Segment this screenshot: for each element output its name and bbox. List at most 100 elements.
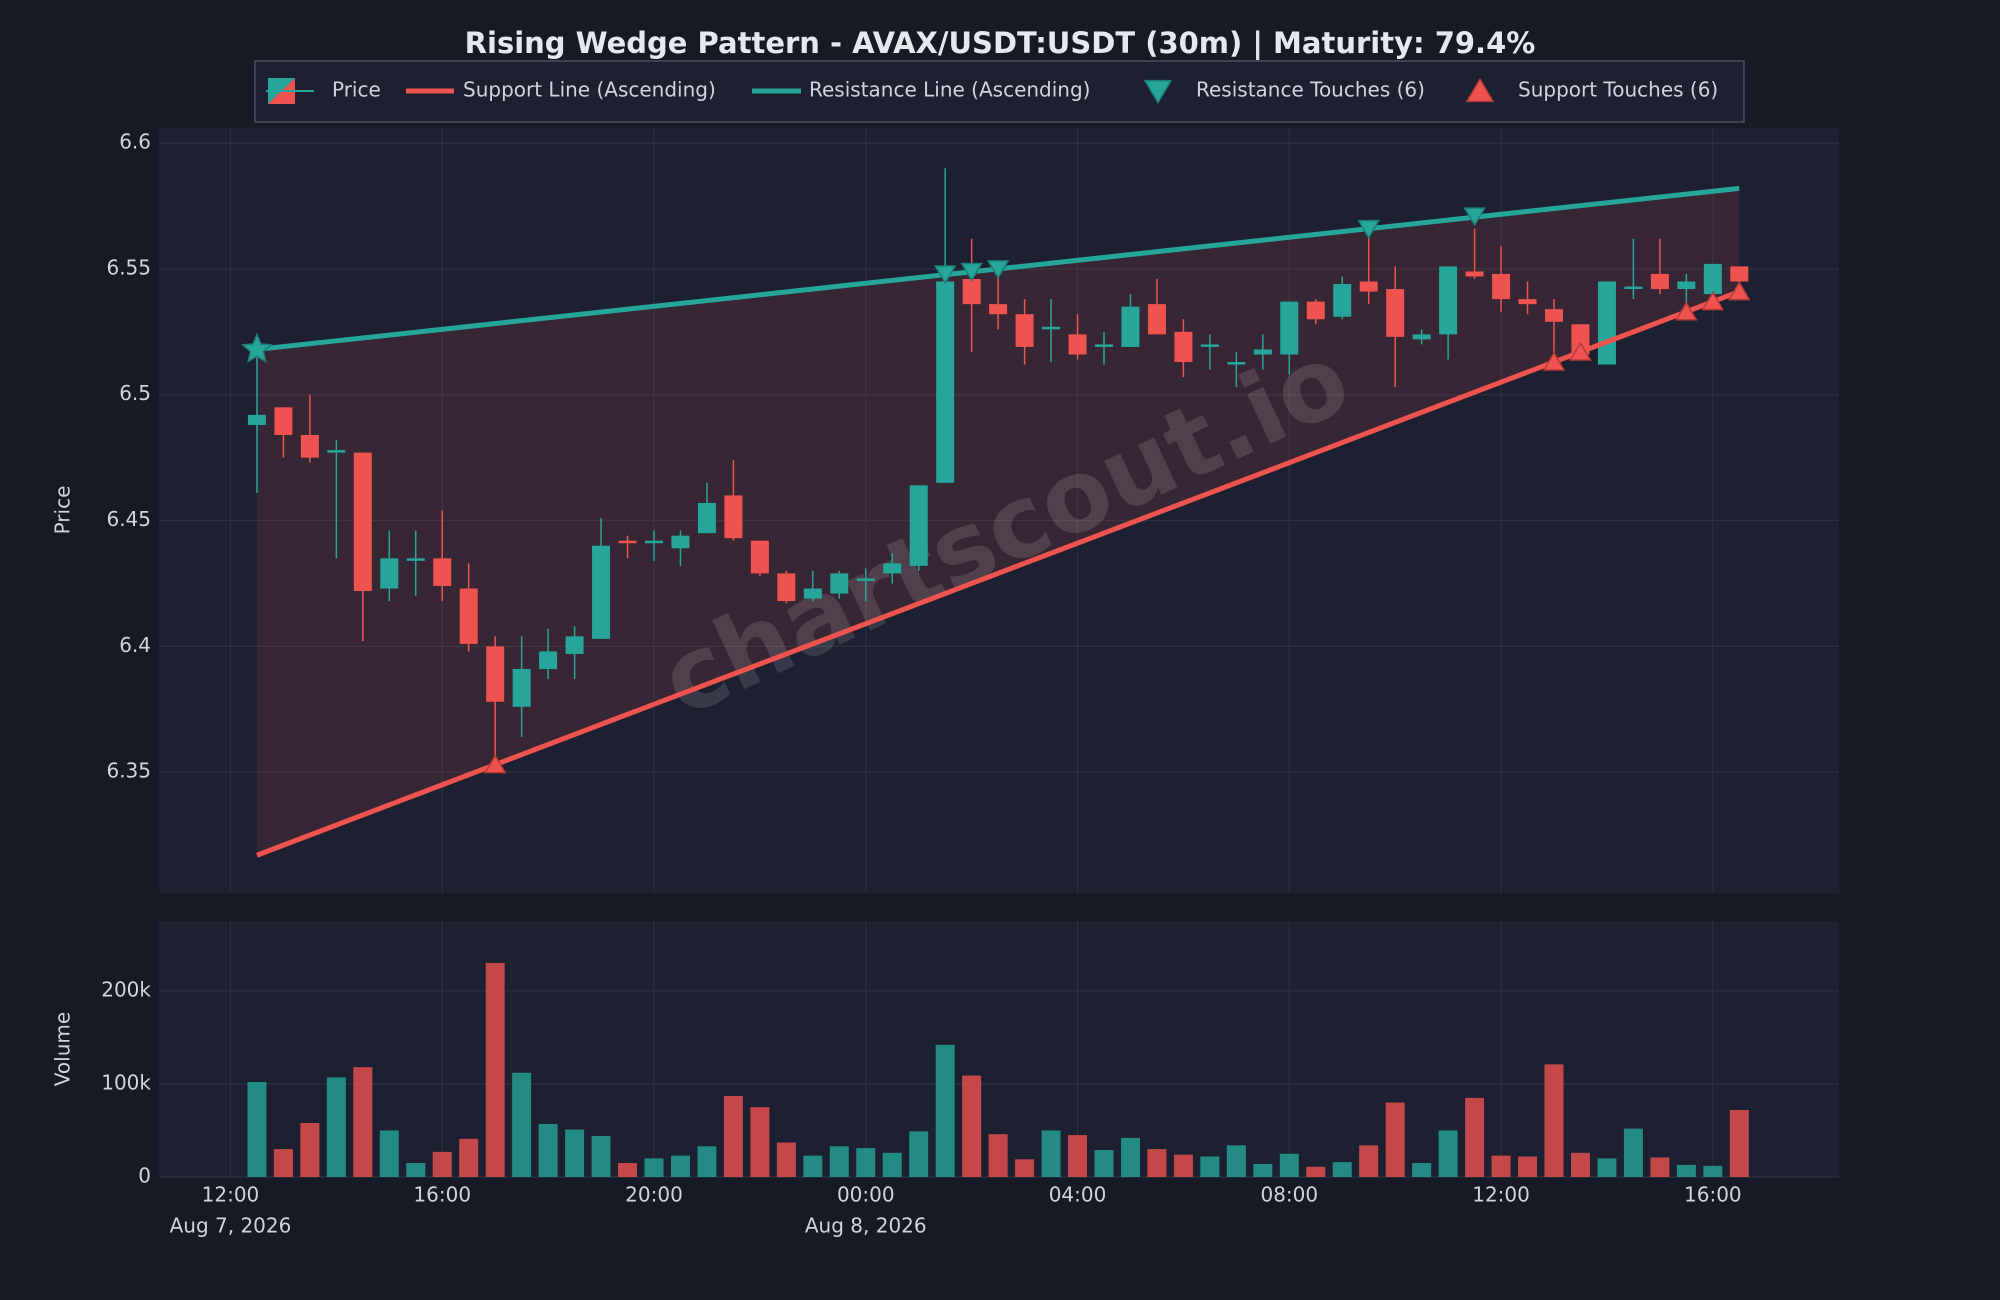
volume-bar bbox=[406, 1163, 426, 1177]
candle-body bbox=[1465, 271, 1484, 277]
volume-bar bbox=[1465, 1097, 1485, 1177]
y-tick-label: 6.6 bbox=[119, 130, 151, 154]
candle-body bbox=[1545, 309, 1563, 322]
candle-body bbox=[1015, 314, 1034, 347]
wedge-area bbox=[256, 188, 1740, 856]
candle-body bbox=[1095, 344, 1113, 347]
legend-label: Resistance Touches (6) bbox=[1196, 78, 1425, 102]
candle-body bbox=[565, 636, 584, 654]
candle-body bbox=[327, 450, 346, 453]
candle-body bbox=[1624, 286, 1643, 290]
volume-bar bbox=[988, 1134, 1008, 1177]
candle-body bbox=[274, 407, 293, 436]
volume-bar bbox=[1094, 1150, 1114, 1177]
candle-body bbox=[1677, 281, 1696, 290]
volume-bar bbox=[962, 1075, 982, 1177]
volume-bar bbox=[1279, 1153, 1299, 1177]
x-tick-label: 12:00 bbox=[202, 1183, 260, 1207]
candle-body bbox=[1174, 331, 1193, 363]
candle-body bbox=[1068, 334, 1087, 355]
volume-bar bbox=[1491, 1155, 1511, 1177]
volume-bar bbox=[1332, 1162, 1352, 1177]
candle-body bbox=[1147, 304, 1166, 335]
candle-body bbox=[1280, 301, 1299, 355]
y-tick-label: 6.5 bbox=[119, 381, 151, 405]
candle-body bbox=[1306, 301, 1325, 320]
legend-icon bbox=[1143, 79, 1173, 105]
candle-body bbox=[830, 573, 849, 594]
candle-body bbox=[486, 646, 505, 702]
volume-bar bbox=[803, 1155, 823, 1177]
chart-title: Rising Wedge Pattern - AVAX/USDT:USDT (3… bbox=[465, 26, 1536, 60]
volume-bar bbox=[538, 1123, 558, 1177]
volume-bar bbox=[591, 1136, 611, 1177]
volume-bar bbox=[935, 1044, 955, 1177]
x-date-label: Aug 8, 2026 bbox=[805, 1214, 927, 1238]
resistance-touch bbox=[1463, 207, 1486, 227]
volume-bar bbox=[670, 1155, 690, 1177]
candle-body bbox=[1121, 306, 1140, 347]
legend-label: Support Line (Ascending) bbox=[463, 78, 716, 102]
support-touch bbox=[1675, 301, 1698, 321]
volume-bar bbox=[326, 1077, 346, 1177]
candle-body bbox=[1492, 273, 1511, 300]
candle-body bbox=[883, 563, 902, 574]
volume-bar bbox=[565, 1129, 585, 1177]
legend-label: Support Touches (6) bbox=[1518, 78, 1718, 102]
volume-bar bbox=[909, 1131, 929, 1177]
x-date-label: Aug 7, 2026 bbox=[170, 1214, 292, 1238]
y-tick-label: 200k bbox=[101, 977, 151, 1001]
volume-bar bbox=[432, 1151, 452, 1177]
volume-bar bbox=[1253, 1163, 1273, 1177]
candle-body bbox=[936, 281, 955, 483]
x-tick-label: 12:00 bbox=[1472, 1183, 1530, 1207]
y-tick-label: 100k bbox=[101, 1070, 151, 1094]
volume-bar bbox=[697, 1146, 717, 1177]
candle-body bbox=[512, 669, 531, 707]
candle-body bbox=[1200, 344, 1219, 347]
y-tick-label: 6.45 bbox=[106, 507, 151, 531]
candle-body bbox=[1386, 289, 1405, 337]
volume-bar bbox=[379, 1130, 399, 1177]
volume-bar bbox=[1359, 1145, 1379, 1177]
volume-axis-label: Volume bbox=[51, 1012, 75, 1086]
volume-bar bbox=[353, 1067, 373, 1177]
volume-bar bbox=[512, 1072, 532, 1177]
volume-bar bbox=[1650, 1157, 1670, 1177]
legend-icon bbox=[1465, 77, 1495, 103]
volume-bar bbox=[1623, 1128, 1643, 1177]
x-tick-label: 20:00 bbox=[625, 1183, 683, 1207]
legend-label: Resistance Line (Ascending) bbox=[809, 78, 1090, 102]
candle-body bbox=[1333, 284, 1352, 317]
support-touch bbox=[1701, 291, 1725, 311]
resistance-touch bbox=[986, 260, 1010, 280]
legend: Price Support Line (Ascending) Resistance … bbox=[266, 78, 1718, 105]
volume-bar bbox=[1200, 1156, 1220, 1177]
candle-body bbox=[1730, 266, 1749, 282]
start-marker bbox=[240, 332, 274, 364]
volume-bar bbox=[644, 1158, 664, 1177]
volume-bar bbox=[1226, 1145, 1246, 1177]
volume-bar bbox=[485, 962, 505, 1177]
volume-bar bbox=[1385, 1102, 1405, 1177]
y-tick-label: 6.35 bbox=[106, 759, 151, 783]
candle-body bbox=[353, 452, 372, 592]
support-touch bbox=[483, 754, 507, 774]
y-axis-label: Price bbox=[51, 486, 75, 535]
candle-body bbox=[962, 278, 981, 305]
legend-box bbox=[254, 60, 1745, 123]
y-tick-label: 6.55 bbox=[106, 255, 151, 279]
volume-bar bbox=[1120, 1137, 1140, 1177]
volume-bar bbox=[1518, 1156, 1538, 1177]
candle-body bbox=[1227, 362, 1246, 365]
support-touch bbox=[1569, 341, 1592, 361]
candle-body bbox=[1253, 349, 1272, 355]
candle-body bbox=[300, 435, 319, 458]
volume-bar bbox=[1412, 1163, 1432, 1177]
candle-body bbox=[697, 502, 716, 534]
volume-bar bbox=[1147, 1149, 1167, 1177]
x-tick-label: 08:00 bbox=[1260, 1183, 1318, 1207]
volume-bar bbox=[1676, 1164, 1696, 1177]
resistance-touch bbox=[933, 265, 957, 285]
